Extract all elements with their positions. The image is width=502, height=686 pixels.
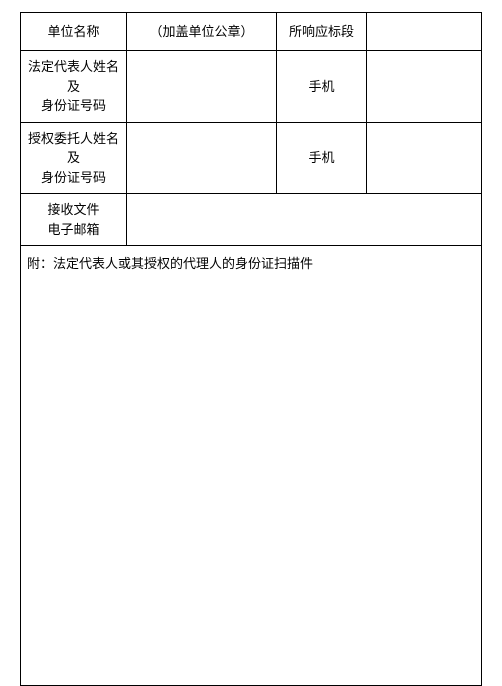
authorized-rep-value <box>127 122 277 194</box>
email-row: 接收文件 电子邮箱 <box>21 194 482 246</box>
unit-stamp-note: （加盖单位公章） <box>127 13 277 51</box>
legal-rep-value <box>127 51 277 123</box>
legal-rep-label: 法定代表人姓名及 身份证号码 <box>21 51 127 123</box>
legal-rep-phone-label: 手机 <box>277 51 367 123</box>
authorized-rep-row: 授权委托人姓名及 身份证号码 手机 <box>21 122 482 194</box>
authorized-rep-label: 授权委托人姓名及 身份证号码 <box>21 122 127 194</box>
legal-rep-phone-value <box>367 51 482 123</box>
attachment-row: 附：法定代表人或其授权的代理人的身份证扫描件 <box>21 246 482 686</box>
authorized-rep-phone-value <box>367 122 482 194</box>
email-label: 接收文件 电子邮箱 <box>21 194 127 246</box>
bidder-info-table: 单位名称 （加盖单位公章） 所响应标段 法定代表人姓名及 身份证号码 手机 授权… <box>20 12 482 686</box>
unit-name-label: 单位名称 <box>21 13 127 51</box>
legal-rep-row: 法定代表人姓名及 身份证号码 手机 <box>21 51 482 123</box>
unit-name-row: 单位名称 （加盖单位公章） 所响应标段 <box>21 13 482 51</box>
bid-section-label: 所响应标段 <box>277 13 367 51</box>
email-value <box>127 194 482 246</box>
bid-section-value <box>367 13 482 51</box>
authorized-rep-phone-label: 手机 <box>277 122 367 194</box>
attachment-label: 附：法定代表人或其授权的代理人的身份证扫描件 <box>21 246 482 686</box>
